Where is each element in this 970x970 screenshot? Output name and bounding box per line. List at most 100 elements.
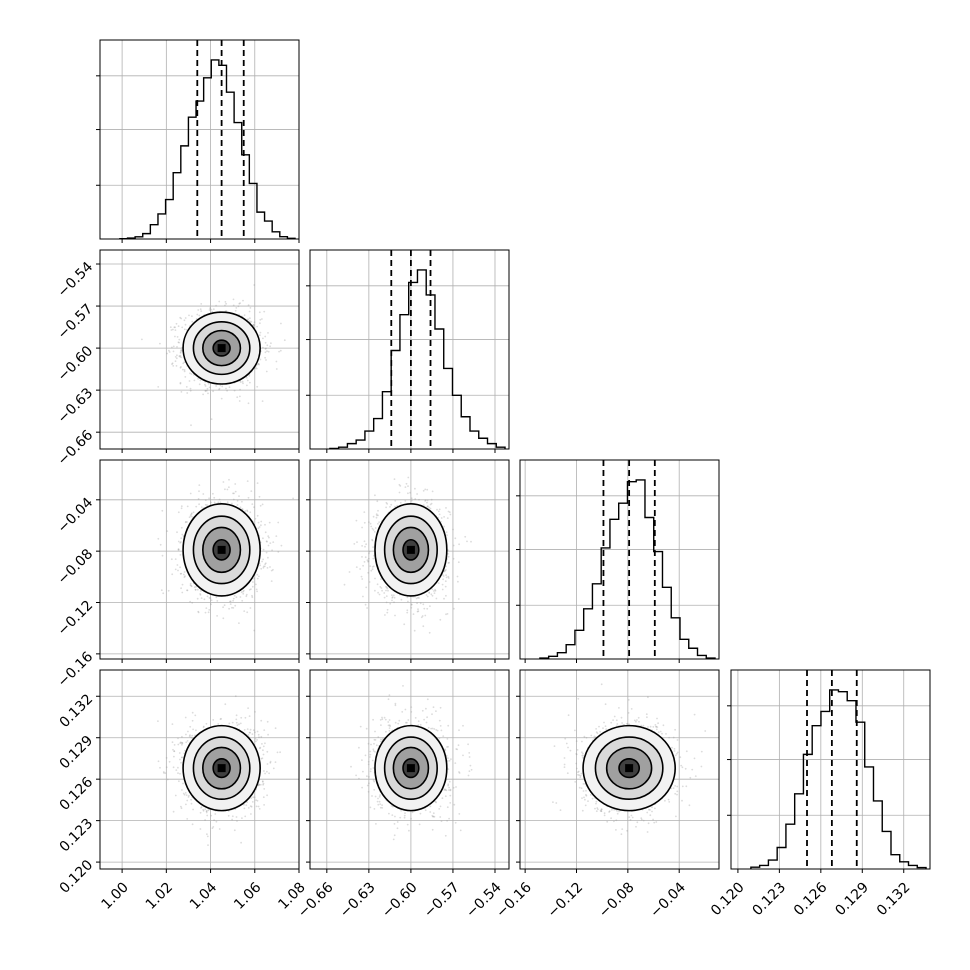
scatter-point — [176, 354, 178, 357]
scatter-point — [179, 381, 182, 384]
scatter-point — [250, 490, 253, 492]
scatter-point — [406, 609, 409, 612]
scatter-point — [434, 589, 437, 592]
scatter-point — [264, 531, 267, 534]
scatter-point — [441, 583, 444, 586]
y-tick-label: −0.16 — [55, 649, 97, 691]
scatter-point — [457, 580, 459, 583]
scatter-point — [422, 625, 425, 628]
scatter-point — [248, 320, 251, 323]
scatter-point — [226, 501, 229, 504]
scatter-point — [186, 521, 188, 523]
scatter-point — [398, 483, 401, 486]
density-peak — [217, 344, 226, 353]
scatter-point — [257, 363, 260, 365]
scatter-point — [254, 711, 256, 713]
scatter-point — [210, 599, 213, 602]
scatter-point — [248, 588, 251, 591]
density-contour — [182, 503, 261, 597]
scatter-point — [364, 545, 366, 548]
scatter-point — [180, 537, 183, 540]
scatter-point — [447, 577, 450, 579]
scatter-point — [416, 610, 419, 613]
scatter-point — [442, 578, 444, 581]
scatter-point — [180, 356, 183, 359]
scatter-point — [231, 606, 233, 609]
scatter-point — [266, 567, 269, 569]
scatter-point — [208, 386, 211, 389]
scatter-point — [442, 575, 445, 577]
scatter-point — [225, 310, 228, 312]
scatter-point — [192, 511, 195, 514]
scatter-point — [267, 535, 270, 537]
scatter-point — [394, 614, 396, 617]
scatter-point — [185, 386, 188, 388]
scatter-point — [212, 308, 215, 311]
scatter-point — [355, 566, 358, 568]
scatter-point — [174, 356, 177, 358]
scatter-point — [188, 314, 190, 317]
scatter-point — [262, 337, 264, 340]
scatter-point — [446, 613, 449, 615]
scatter-point — [207, 392, 209, 395]
scatter-point — [374, 527, 377, 529]
scatter-point — [200, 506, 203, 508]
scatter-point — [363, 561, 366, 563]
scatter-point — [417, 610, 420, 613]
scatter-point — [265, 347, 267, 350]
scatter-point — [275, 535, 278, 537]
scatter-point — [438, 508, 441, 511]
scatter-point — [258, 526, 261, 528]
scatter-point — [365, 586, 368, 589]
scatter-point — [444, 569, 447, 572]
scatter-point — [172, 365, 175, 367]
scatter-point — [169, 326, 172, 329]
scatter-point — [204, 503, 207, 506]
scatter-point — [259, 334, 261, 337]
scatter-point — [361, 545, 363, 547]
scatter-point — [200, 303, 203, 305]
histogram-step — [119, 59, 296, 239]
scatter-point — [175, 365, 178, 367]
scatter-point — [161, 554, 164, 557]
scatter-point — [426, 505, 429, 508]
scatter-point — [189, 387, 192, 390]
scatter-point — [407, 476, 410, 479]
scatter-point — [378, 521, 380, 523]
scatter-point — [256, 514, 259, 517]
scatter-point — [292, 497, 294, 500]
scatter-point — [458, 543, 460, 546]
scatter-point — [234, 604, 237, 607]
scatter-point — [254, 367, 257, 370]
scatter-point — [232, 599, 235, 602]
scatter-point — [430, 502, 433, 505]
scatter-point — [363, 521, 366, 524]
scatter-point — [239, 596, 242, 598]
scatter-point — [407, 492, 409, 495]
scatter-point — [262, 782, 265, 785]
scatter-point — [391, 596, 394, 598]
scatter-point — [182, 368, 184, 371]
scatter-point — [189, 492, 192, 495]
scatter-point — [225, 302, 228, 305]
scatter-point — [365, 543, 367, 546]
scatter-point — [183, 319, 186, 322]
scatter-point — [196, 588, 199, 591]
panel-0-0 — [96, 39, 300, 243]
scatter-point — [366, 559, 369, 562]
scatter-point — [262, 745, 265, 748]
scatter-point — [260, 524, 262, 527]
scatter-point — [253, 796, 256, 799]
scatter-point — [191, 601, 194, 604]
scatter-point — [179, 541, 182, 544]
scatter-point — [376, 500, 379, 503]
density-contour — [192, 321, 251, 376]
scatter-point — [232, 304, 235, 307]
scatter-point — [277, 551, 280, 553]
scatter-point — [212, 492, 214, 495]
scatter-point — [256, 385, 259, 388]
scatter-point — [280, 322, 282, 325]
scatter-point — [449, 513, 452, 516]
scatter-point — [283, 339, 286, 342]
scatter-point — [168, 760, 171, 763]
